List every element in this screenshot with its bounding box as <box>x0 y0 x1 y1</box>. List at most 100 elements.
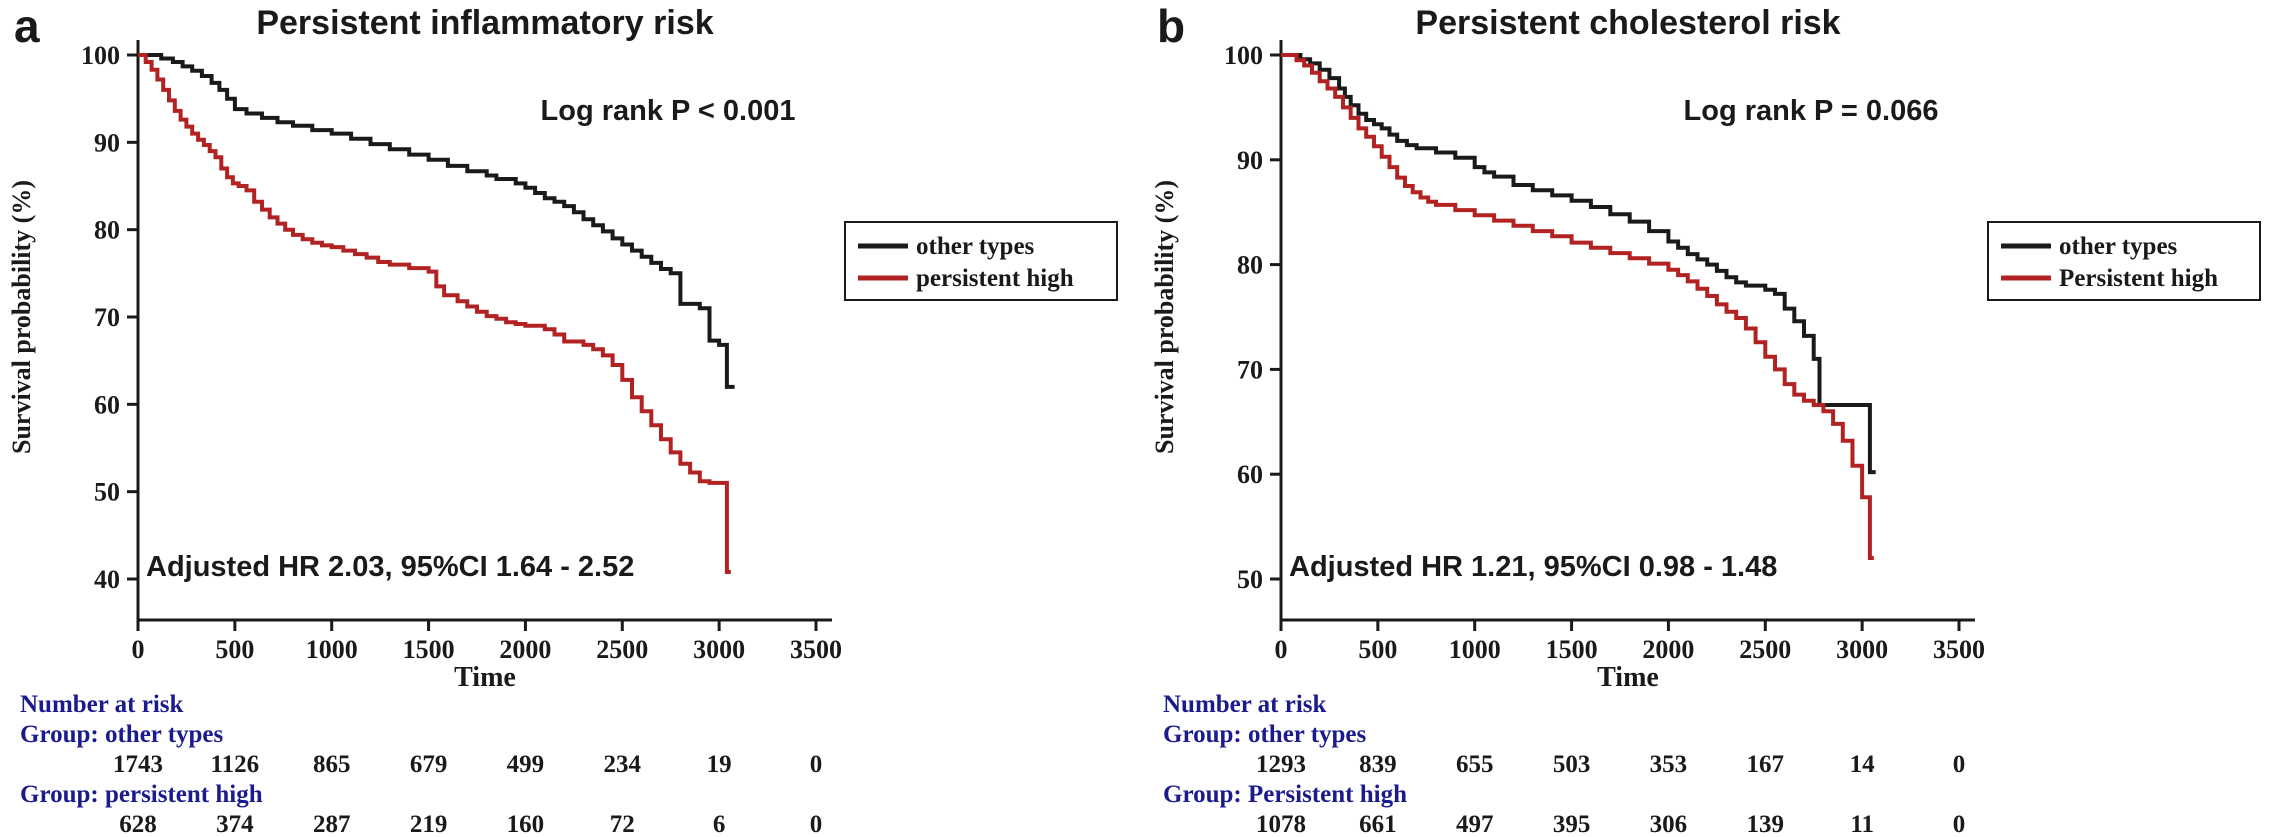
risk-value: 374 <box>216 811 254 837</box>
risk-value: 628 <box>119 811 157 837</box>
axes <box>1270 40 1975 631</box>
x-tick-label: 0 <box>132 635 145 664</box>
x-tick-label: 3500 <box>790 635 842 664</box>
y-tick-label: 40 <box>94 565 120 594</box>
x-tick-label: 3000 <box>693 635 745 664</box>
legend-box <box>1987 221 2261 301</box>
y-tick-label: 60 <box>94 390 120 419</box>
risk-value: 1743 <box>113 751 163 778</box>
legend: other types persistent high <box>844 221 1118 301</box>
risk-group-label-persistent-high: Group: persistent high <box>20 781 263 808</box>
number-at-risk-header: Number at risk <box>1163 691 1327 718</box>
risk-value: 306 <box>1650 811 1688 837</box>
legend-label-persistent-high: Persistent high <box>2059 265 2218 292</box>
risk-value: 395 <box>1553 811 1591 837</box>
x-axis-label: Time <box>1597 662 1659 693</box>
risk-value: 0 <box>810 811 823 837</box>
panel-a: a Persistent inflammatory risk Log rank … <box>7 0 1118 837</box>
risk-value: 0 <box>810 751 823 778</box>
risk-value: 72 <box>610 811 635 837</box>
x-tick-labels: 0 500 1000 1500 2000 2500 3000 3500 <box>1275 635 1986 664</box>
risk-value: 1293 <box>1256 751 1306 778</box>
panel-b: b Persistent cholesterol risk Log rank P… <box>1143 0 2286 837</box>
x-tick-label: 3500 <box>1933 635 1985 664</box>
y-axis-label: Survival probability (%) <box>7 180 36 454</box>
risk-group-label-other-types: Group: other types <box>20 721 224 748</box>
series-other-types <box>1281 53 1876 475</box>
risk-value: 499 <box>507 751 545 778</box>
legend-label-persistent-high: persistent high <box>916 265 1074 292</box>
x-tick-label: 0 <box>1275 635 1288 664</box>
legend-label-other-types: other types <box>916 233 1035 260</box>
x-tick-label: 2000 <box>1642 635 1694 664</box>
chart-title: Persistent inflammatory risk <box>256 4 713 42</box>
y-axis-label: Survival probability (%) <box>1150 180 1179 454</box>
series-other-types <box>138 53 735 389</box>
hazard-ratio-annotation: Adjusted HR 2.03, 95%CI 1.64 - 2.52 <box>146 551 634 583</box>
x-tick-label: 1000 <box>306 635 358 664</box>
y-tick-labels: 100 90 80 70 60 50 40 <box>81 41 120 594</box>
x-tick-label: 2500 <box>1739 635 1791 664</box>
risk-value: 661 <box>1359 811 1397 837</box>
y-tick-label: 50 <box>1237 565 1263 594</box>
risk-group-label-other-types: Group: other types <box>1163 721 1367 748</box>
risk-value: 497 <box>1456 811 1494 837</box>
risk-value: 1126 <box>211 751 260 778</box>
risk-value: 865 <box>313 751 351 778</box>
plot-panel-a: a Persistent inflammatory risk Log rank … <box>7 0 1118 837</box>
x-tick-label: 1500 <box>403 635 455 664</box>
risk-value: 11 <box>1850 811 1874 837</box>
risk-value: 1078 <box>1256 811 1306 837</box>
y-tick-label: 80 <box>1237 251 1263 280</box>
hazard-ratio-annotation: Adjusted HR 1.21, 95%CI 0.98 - 1.48 <box>1289 551 1777 583</box>
log-rank-annotation: Log rank P < 0.001 <box>541 95 796 127</box>
number-at-risk-header: Number at risk <box>20 691 184 718</box>
y-tick-label: 100 <box>1224 41 1263 70</box>
y-tick-label: 60 <box>1237 460 1263 489</box>
legend: other types Persistent high <box>1987 221 2261 301</box>
legend-label-other-types: other types <box>2059 233 2178 260</box>
survival-curves <box>138 53 735 574</box>
series-persistent-high <box>1281 53 1874 560</box>
risk-values-other-types: 1293 839 655 503 353 167 14 0 <box>1256 751 1965 778</box>
x-tick-label: 1500 <box>1546 635 1598 664</box>
y-tick-label: 90 <box>94 128 120 157</box>
y-tick-label: 70 <box>1237 355 1263 384</box>
panel-letter: b <box>1157 0 1185 52</box>
risk-values-other-types: 1743 1126 865 679 499 234 19 0 <box>113 751 822 778</box>
risk-values-persistent-high: 1078 661 497 395 306 139 11 0 <box>1256 811 1965 837</box>
risk-value: 219 <box>410 811 448 837</box>
risk-value: 353 <box>1650 751 1688 778</box>
y-tick-label: 90 <box>1237 146 1263 175</box>
series-persistent-high <box>138 53 731 574</box>
risk-value: 19 <box>707 751 732 778</box>
risk-value: 167 <box>1747 751 1785 778</box>
x-tick-labels: 0 500 1000 1500 2000 2500 3000 3500 <box>132 635 843 664</box>
log-rank-annotation: Log rank P = 0.066 <box>1684 95 1939 127</box>
risk-value: 655 <box>1456 751 1494 778</box>
y-tick-label: 100 <box>81 41 120 70</box>
risk-values-persistent-high: 628 374 287 219 160 72 6 0 <box>119 811 822 837</box>
risk-value: 0 <box>1953 751 1966 778</box>
risk-value: 679 <box>410 751 448 778</box>
y-tick-labels: 100 90 80 70 60 50 <box>1224 41 1263 594</box>
x-tick-label: 3000 <box>1836 635 1888 664</box>
survival-curves <box>1281 53 1876 560</box>
risk-value: 14 <box>1850 751 1876 778</box>
axes <box>127 40 832 631</box>
x-tick-label: 500 <box>1358 635 1397 664</box>
risk-value: 503 <box>1553 751 1591 778</box>
chart-title: Persistent cholesterol risk <box>1415 4 1840 42</box>
risk-value: 160 <box>507 811 545 837</box>
risk-value: 0 <box>1953 811 1966 837</box>
y-tick-label: 70 <box>94 303 120 332</box>
x-tick-label: 500 <box>215 635 254 664</box>
plot-panel-b: b Persistent cholesterol risk Log rank P… <box>1150 0 2261 837</box>
panel-letter: a <box>14 0 40 52</box>
legend-box <box>844 221 1118 301</box>
y-tick-label: 80 <box>94 216 120 245</box>
y-tick-label: 50 <box>94 478 120 507</box>
risk-value: 234 <box>604 751 642 778</box>
x-axis-label: Time <box>454 662 516 693</box>
